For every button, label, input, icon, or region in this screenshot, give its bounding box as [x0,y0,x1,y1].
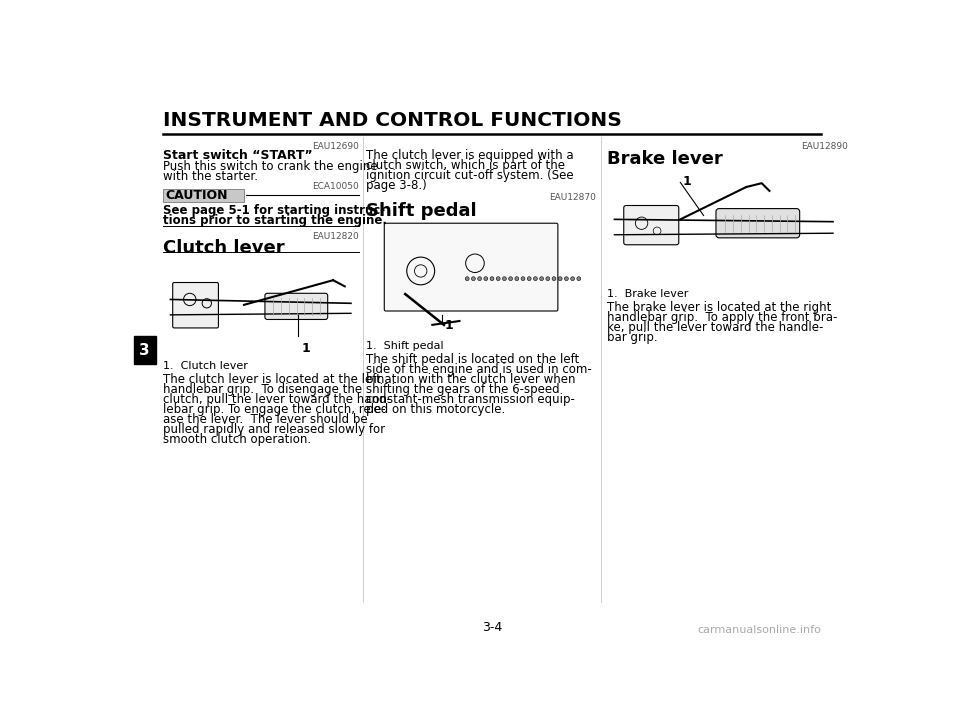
Text: handlebar grip.  To disengage the: handlebar grip. To disengage the [162,383,362,396]
Text: The clutch lever is equipped with a: The clutch lever is equipped with a [367,149,574,162]
Text: 1.  Shift pedal: 1. Shift pedal [367,341,444,351]
Text: The clutch lever is located at the left: The clutch lever is located at the left [162,373,380,386]
FancyBboxPatch shape [173,282,219,328]
Circle shape [509,276,513,281]
Text: handlebar grip.  To apply the front bra-: handlebar grip. To apply the front bra- [607,311,837,324]
Bar [374,217,588,337]
Text: ignition circuit cut-off system. (See: ignition circuit cut-off system. (See [367,169,574,182]
Text: EAU12870: EAU12870 [549,193,596,202]
Text: ped on this motorcycle.: ped on this motorcycle. [367,404,506,416]
Text: clutch switch, which is part of the: clutch switch, which is part of the [367,159,565,172]
Text: tions prior to starting the engine.: tions prior to starting the engine. [162,214,387,227]
FancyBboxPatch shape [162,190,244,202]
Text: Shift pedal: Shift pedal [367,202,477,220]
Circle shape [540,276,543,281]
FancyBboxPatch shape [716,209,800,238]
Circle shape [471,276,475,281]
Circle shape [564,276,568,281]
Text: carmanualsonline.info: carmanualsonline.info [698,625,822,635]
FancyBboxPatch shape [265,293,327,320]
Text: 1: 1 [444,320,453,332]
Text: 1.  Clutch lever: 1. Clutch lever [162,361,248,371]
Circle shape [496,276,500,281]
Circle shape [534,276,538,281]
Text: ke, pull the lever toward the handle-: ke, pull the lever toward the handle- [607,321,823,334]
FancyBboxPatch shape [624,205,679,245]
FancyBboxPatch shape [384,223,558,311]
Text: Clutch lever: Clutch lever [162,238,284,256]
Circle shape [515,276,518,281]
Circle shape [546,276,550,281]
Text: Brake lever: Brake lever [607,150,723,168]
Text: ase the lever.  The lever should be: ase the lever. The lever should be [162,414,368,426]
Circle shape [552,276,556,281]
Text: bar grip.: bar grip. [607,331,658,344]
Circle shape [466,276,469,281]
Circle shape [478,276,482,281]
Bar [611,165,841,285]
Circle shape [577,276,581,281]
Bar [134,337,156,364]
Text: shifting the gears of the 6-speed: shifting the gears of the 6-speed [367,383,560,396]
Text: See page 5-1 for starting instruc-: See page 5-1 for starting instruc- [162,204,385,217]
Text: bination with the clutch lever when: bination with the clutch lever when [367,373,576,386]
Circle shape [521,276,525,281]
Text: The brake lever is located at the right: The brake lever is located at the right [607,301,831,314]
Text: 1: 1 [683,174,691,187]
Text: EAU12690: EAU12690 [312,141,359,151]
Bar [166,257,355,357]
Text: Start switch “START”: Start switch “START” [162,149,312,162]
Circle shape [559,276,563,281]
Circle shape [570,276,574,281]
Text: smooth clutch operation.: smooth clutch operation. [162,434,311,447]
Text: 1.  Brake lever: 1. Brake lever [607,289,688,299]
Text: Push this switch to crank the engine: Push this switch to crank the engine [162,160,377,173]
Text: CAUTION: CAUTION [166,189,228,202]
Circle shape [490,276,494,281]
Text: pulled rapidly and released slowly for: pulled rapidly and released slowly for [162,424,385,437]
Text: page 3-8.): page 3-8.) [367,180,427,192]
Text: side of the engine and is used in com-: side of the engine and is used in com- [367,363,592,376]
Text: lebar grip. To engage the clutch, rele-: lebar grip. To engage the clutch, rele- [162,404,385,416]
Text: EAU12820: EAU12820 [312,232,359,241]
Text: EAU12890: EAU12890 [802,141,849,151]
Text: with the starter.: with the starter. [162,170,257,183]
Text: The shift pedal is located on the left: The shift pedal is located on the left [367,353,580,366]
Text: clutch, pull the lever toward the hand-: clutch, pull the lever toward the hand- [162,393,391,406]
Circle shape [484,276,488,281]
Text: constant-mesh transmission equip-: constant-mesh transmission equip- [367,393,575,406]
Text: 3: 3 [139,342,150,358]
Text: 1: 1 [301,342,310,355]
Text: INSTRUMENT AND CONTROL FUNCTIONS: INSTRUMENT AND CONTROL FUNCTIONS [162,111,621,130]
Circle shape [527,276,531,281]
Text: 3-4: 3-4 [482,621,502,634]
Circle shape [502,276,506,281]
Text: ECA10050: ECA10050 [312,182,359,191]
